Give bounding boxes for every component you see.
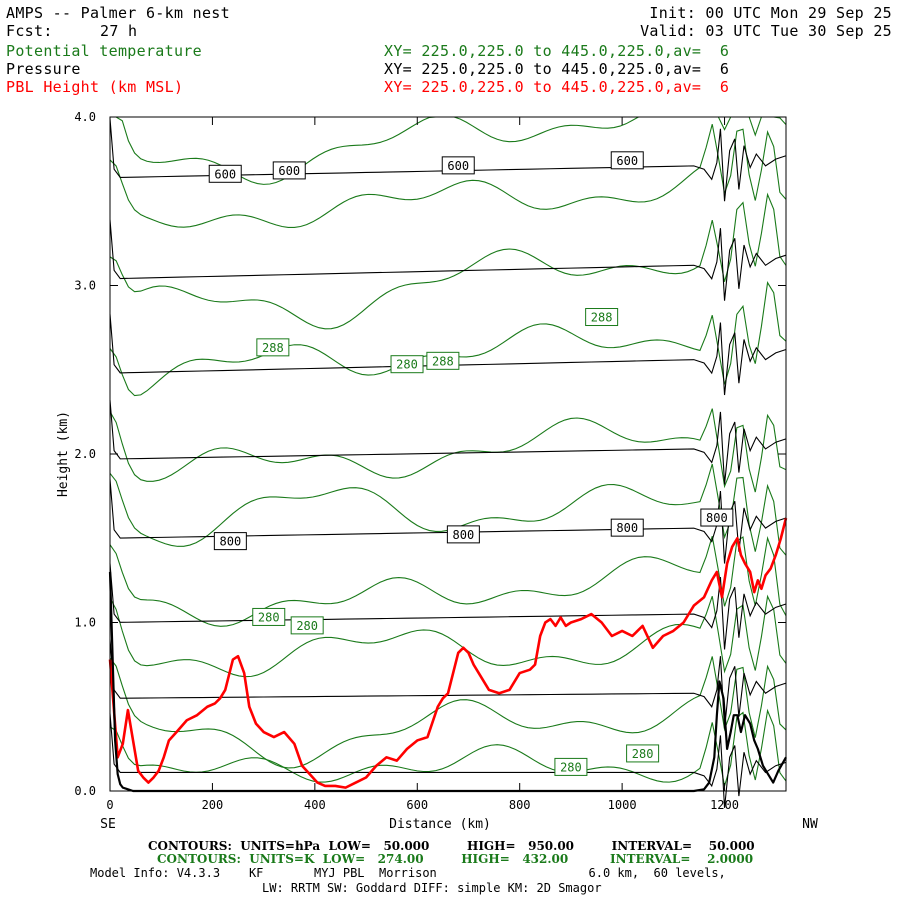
isentrope-line — [109, 281, 787, 397]
theta-contour-label: 280 — [390, 355, 424, 374]
pressure-contour-label: 800 — [700, 508, 734, 527]
svg-text:600: 600 — [616, 154, 638, 168]
field-xy-pressure: XY= 225.0,225.0 to 445.0,225.0,av= 6 — [384, 60, 730, 78]
footer-pressure-contours: CONTOURS: UNITS=hPa LOW= 50.000 HIGH= 95… — [148, 839, 755, 853]
isentrope-line — [109, 536, 787, 627]
isentrope-line — [109, 656, 787, 769]
svg-text:800: 800 — [220, 535, 242, 549]
right-end-label: NW — [802, 817, 818, 832]
x-tick-label: 600 — [406, 798, 428, 812]
valid-time: Valid: 03 UTC Tue 30 Sep 25 — [640, 22, 892, 40]
pressure-contour-label: 600 — [208, 164, 242, 183]
isobar-line — [109, 400, 787, 485]
isentrope-line — [109, 124, 787, 228]
svg-text:280: 280 — [258, 610, 280, 624]
pressure-contour-label: 600 — [441, 156, 475, 175]
field-name-theta: Potential temperature — [6, 42, 202, 60]
isentrope-line — [109, 408, 787, 493]
svg-text:600: 600 — [447, 159, 469, 173]
svg-text:280: 280 — [296, 619, 318, 633]
svg-text:800: 800 — [453, 528, 475, 542]
isobar-line — [109, 639, 787, 729]
isentrope-line — [109, 192, 787, 330]
theta-contours — [109, 116, 787, 787]
cross-section-chart: 288 280 288 288 280 280 280 280 600 600 600 600 800 8… — [56, 110, 818, 832]
footer-model-info: Model Info: V4.3.3 KF MYJ PBL Morrison 6… — [90, 866, 726, 880]
pressure-contour-label: 800 — [213, 532, 247, 551]
pbl-height-line — [108, 517, 788, 789]
y-tick-label: 3.0 — [74, 279, 96, 293]
y-axis-label: Height (km) — [56, 411, 71, 497]
svg-text:600: 600 — [278, 164, 300, 178]
x-tick-label: 800 — [509, 798, 531, 812]
x-tick-label: 200 — [202, 798, 224, 812]
svg-text:288: 288 — [262, 341, 284, 355]
x-tick-label: 0 — [106, 798, 113, 812]
forecast-label: Fcst: — [6, 22, 53, 40]
theta-contour-label: 280 — [252, 607, 286, 626]
svg-text:600: 600 — [214, 167, 236, 181]
isobar-line — [109, 219, 787, 301]
isentrope-line — [109, 594, 787, 678]
theta-contour-label: 280 — [290, 616, 324, 635]
field-name-pbl: PBL Height (km MSL) — [6, 78, 184, 96]
field-xy-theta: XY= 225.0,225.0 to 445.0,225.0,av= 6 — [384, 42, 730, 60]
footer-physics-info: LW: RRTM SW: Goddard DIFF: simple KM: 2D… — [262, 881, 602, 895]
left-end-label: SE — [100, 817, 116, 832]
isentrope-line — [109, 708, 787, 787]
terrain-line — [108, 571, 787, 793]
svg-text:280: 280 — [396, 358, 418, 372]
forecast-value: 27 h — [100, 22, 138, 40]
pressure-contour-label: 800 — [446, 525, 480, 544]
pressure-contour-label: 800 — [610, 518, 644, 537]
svg-text:800: 800 — [706, 511, 728, 525]
field-xy-pbl: XY= 225.0,225.0 to 445.0,225.0,av= 6 — [384, 78, 730, 96]
pressure-contour-label: 600 — [610, 151, 644, 170]
x-tick-label: 1000 — [608, 798, 637, 812]
data-series — [108, 517, 788, 793]
x-tick-label: 400 — [304, 798, 326, 812]
isobar-line — [109, 314, 787, 396]
svg-text:800: 800 — [616, 521, 638, 535]
field-name-pressure: Pressure — [6, 60, 81, 78]
isobar-line — [109, 479, 787, 564]
chart-title: AMPS -- Palmer 6-km nest — [6, 4, 230, 22]
contour-labels: 288 280 288 288 280 280 280 280 600 600 600 600 800 8… — [208, 151, 734, 776]
footer-theta-contours: CONTOURS: UNITS=K LOW= 274.00 HIGH= 432.… — [157, 852, 754, 866]
y-tick-label: 0.0 — [74, 784, 96, 798]
theta-contour-label: 280 — [554, 757, 588, 776]
svg-text:280: 280 — [632, 747, 654, 761]
pressure-contour-label: 600 — [272, 161, 306, 180]
y-tick-label: 2.0 — [74, 447, 96, 461]
theta-contour-label: 288 — [256, 338, 290, 357]
isobar-line — [109, 563, 787, 650]
theta-contour-label: 288 — [585, 308, 619, 327]
svg-text:288: 288 — [432, 354, 454, 368]
axes: 0 200 400 600 800 1000 1200 0.0 1.0 2.0 3.0 4.0 — [74, 110, 786, 812]
x-tick-label: 1200 — [710, 798, 739, 812]
svg-text:288: 288 — [591, 311, 613, 325]
y-tick-label: 1.0 — [74, 616, 96, 630]
isobar-line — [109, 713, 787, 808]
svg-text:280: 280 — [560, 760, 582, 774]
theta-contour-label: 280 — [626, 744, 660, 763]
x-axis-label: Distance (km) — [389, 817, 491, 832]
y-tick-label: 4.0 — [74, 110, 96, 124]
init-time: Init: 00 UTC Mon 29 Sep 25 — [649, 4, 892, 22]
theta-contour-label: 288 — [426, 351, 460, 370]
